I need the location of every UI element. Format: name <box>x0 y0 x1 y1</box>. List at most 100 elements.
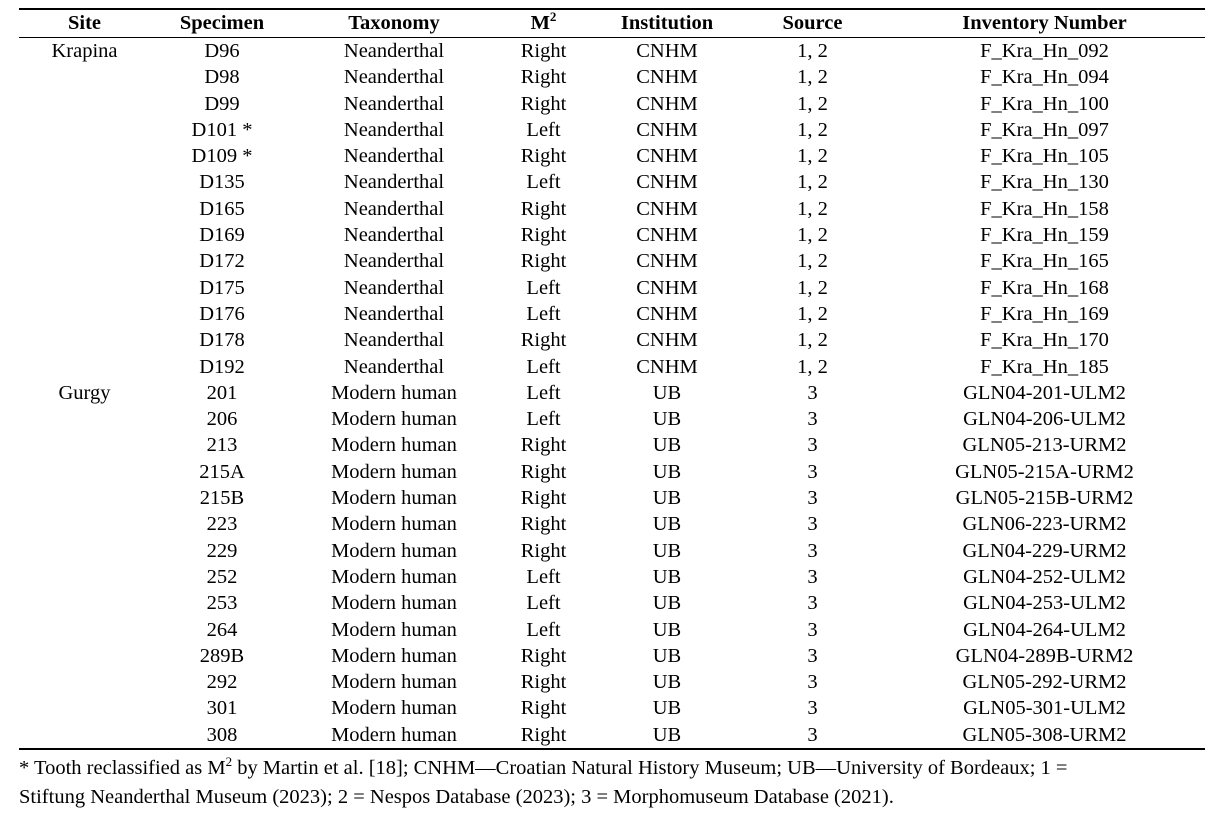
cell-source: 3 <box>807 697 818 720</box>
cell-inventory-number: F_Kra_Hn_159 <box>980 224 1109 247</box>
cell-m2-side: Right <box>520 460 567 483</box>
table-page: Site Specimen Taxonomy M2 Institution So… <box>19 8 1205 812</box>
cell-institution: UB <box>652 644 682 667</box>
table-row: D192 Neanderthal Left CNHM 1, 2 F_Kra_Hn_185 <box>19 354 1205 380</box>
cell-m2-side: Left <box>526 118 561 141</box>
cell-taxonomy: Modern human <box>331 381 457 404</box>
cell-m2-side: Right <box>520 250 567 273</box>
cell-m2-side: Right <box>520 40 567 62</box>
cell-specimen: D109 * <box>191 145 253 168</box>
cell-taxonomy: Modern human <box>331 697 457 720</box>
cell-site <box>19 196 150 222</box>
cell-m2-side: Right <box>520 92 567 115</box>
cell-institution: UB <box>652 513 682 536</box>
table-row: 301 Modern human Right UB 3 GLN05-301-ULM2 <box>19 695 1205 721</box>
cell-site <box>19 538 150 564</box>
cell-m2-side: Left <box>526 565 561 588</box>
cell-inventory-number: F_Kra_Hn_100 <box>980 92 1109 115</box>
cell-m2-side: Left <box>526 618 561 641</box>
cell-specimen: D176 <box>199 302 245 325</box>
cell-inventory-number: F_Kra_Hn_169 <box>980 302 1109 325</box>
cell-taxonomy: Neanderthal <box>343 197 445 220</box>
cell-specimen: 308 <box>206 723 238 746</box>
table-row: Gurgy 201 Modern human Left UB 3 GLN04-201-ULM… <box>19 380 1205 406</box>
footnote-line-1-suffix: by Martin et al. [18]; CNHM—Croatian Nat… <box>232 757 1068 780</box>
table-row: D165 Neanderthal Right CNHM 1, 2 F_Kra_Hn_158 <box>19 196 1205 222</box>
cell-source: 1, 2 <box>797 171 828 194</box>
cell-institution: CNHM <box>636 66 698 89</box>
cell-taxonomy: Neanderthal <box>343 118 445 141</box>
cell-source: 1, 2 <box>797 40 828 62</box>
cell-source: 1, 2 <box>797 302 828 325</box>
cell-institution: UB <box>652 539 682 562</box>
cell-source: 1, 2 <box>797 92 828 115</box>
header-specimen: Specimen <box>179 12 265 34</box>
cell-source: 3 <box>807 539 818 562</box>
cell-specimen: 301 <box>206 697 238 720</box>
footnote-line-1-prefix: * Tooth reclassified as M <box>19 757 226 780</box>
cell-institution: CNHM <box>636 224 698 247</box>
cell-institution: CNHM <box>636 355 698 378</box>
cell-inventory-number: F_Kra_Hn_170 <box>980 329 1109 352</box>
cell-institution: UB <box>652 460 682 483</box>
cell-source: 3 <box>807 671 818 694</box>
cell-specimen: 223 <box>206 513 238 536</box>
table-row: 253 Modern human Left UB 3 GLN04-253-ULM2 <box>19 590 1205 616</box>
cell-site <box>19 91 150 117</box>
table-row: D99 Neanderthal Right CNHM 1, 2 F_Kra_Hn_100 <box>19 91 1205 117</box>
cell-site <box>19 169 150 195</box>
cell-site <box>19 117 150 143</box>
cell-taxonomy: Neanderthal <box>343 329 445 352</box>
cell-taxonomy: Neanderthal <box>343 355 445 378</box>
cell-specimen: 201 <box>206 381 238 404</box>
cell-m2-side: Right <box>520 329 567 352</box>
header-institution: Institution <box>620 12 714 34</box>
cell-source: 1, 2 <box>797 118 828 141</box>
cell-source: 1, 2 <box>797 66 828 89</box>
cell-m2-side: Right <box>520 539 567 562</box>
cell-source: 3 <box>807 381 818 404</box>
cell-m2-side: Left <box>526 171 561 194</box>
cell-taxonomy: Neanderthal <box>343 66 445 89</box>
table-row: D178 Neanderthal Right CNHM 1, 2 F_Kra_Hn_170 <box>19 327 1205 353</box>
table-row: D98 Neanderthal Right CNHM 1, 2 F_Kra_Hn_094 <box>19 64 1205 90</box>
cell-site <box>19 485 150 511</box>
cell-m2-side: Left <box>526 276 561 299</box>
specimen-table: Site Specimen Taxonomy M2 Institution So… <box>19 10 1205 748</box>
cell-site <box>19 275 150 301</box>
cell-inventory-number: GLN04-252-ULM2 <box>963 565 1126 588</box>
cell-source: 3 <box>807 644 818 667</box>
cell-site <box>19 354 150 380</box>
cell-institution: UB <box>652 618 682 641</box>
cell-site <box>19 695 150 721</box>
cell-source: 3 <box>807 565 818 588</box>
cell-site <box>19 511 150 537</box>
cell-specimen: 229 <box>206 539 238 562</box>
cell-m2-side: Left <box>526 355 561 378</box>
cell-site <box>19 643 150 669</box>
cell-inventory-number: F_Kra_Hn_158 <box>980 197 1109 220</box>
cell-source: 1, 2 <box>797 329 828 352</box>
table-row: D101 * Neanderthal Left CNHM 1, 2 F_Kra_Hn_09… <box>19 117 1205 143</box>
cell-m2-side: Right <box>520 513 567 536</box>
cell-m2-side: Right <box>520 145 567 168</box>
table-body: Krapina D96 Neanderthal Right CNHM 1, 2 F_Kra_… <box>19 37 1205 748</box>
cell-specimen: D169 <box>199 224 245 247</box>
cell-site <box>19 222 150 248</box>
cell-institution: CNHM <box>636 302 698 325</box>
cell-taxonomy: Modern human <box>331 723 457 746</box>
cell-specimen: 215A <box>199 460 245 483</box>
cell-taxonomy: Modern human <box>331 592 457 615</box>
cell-taxonomy: Modern human <box>331 671 457 694</box>
cell-source: 3 <box>807 618 818 641</box>
table-bottom-rule <box>19 748 1205 751</box>
cell-institution: UB <box>652 487 682 510</box>
cell-institution: CNHM <box>636 276 698 299</box>
cell-taxonomy: Neanderthal <box>343 145 445 168</box>
header-m2-base: M <box>530 12 550 34</box>
cell-inventory-number: F_Kra_Hn_094 <box>980 66 1109 89</box>
cell-specimen: 289B <box>199 644 245 667</box>
table-row: 206 Modern human Left UB 3 GLN04-206-ULM2 <box>19 406 1205 432</box>
cell-institution: UB <box>652 408 682 431</box>
cell-taxonomy: Neanderthal <box>343 171 445 194</box>
